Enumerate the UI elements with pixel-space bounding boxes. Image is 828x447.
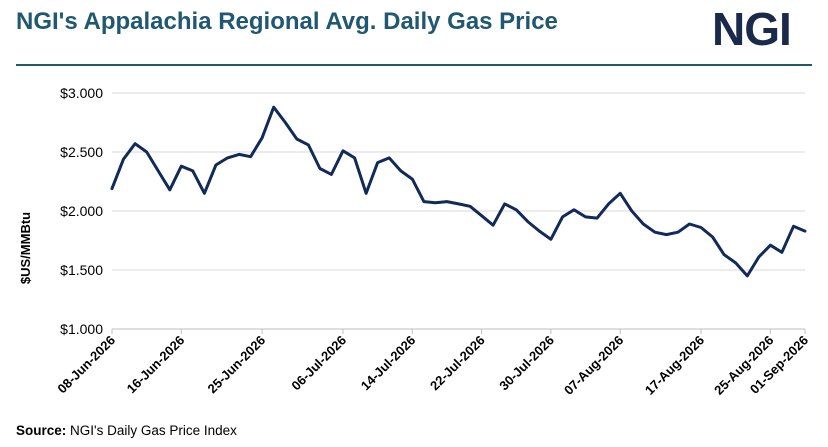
x-tick-label: 14-Jul-2026 (358, 333, 419, 394)
x-tick-label: 25-Jun-2026 (205, 333, 269, 397)
x-tick-label: 07-Aug-2026 (561, 333, 626, 398)
y-tick-label: $1.500 (60, 262, 103, 278)
x-tick-label: 17-Aug-2026 (642, 333, 707, 398)
ngi-logo: NGI (712, 3, 792, 55)
y-tick-label: $2.000 (60, 203, 103, 219)
x-tick-label: 30-Jul-2026 (496, 333, 557, 394)
series-line (110, 105, 807, 278)
x-tick-label: 16-Jun-2026 (124, 333, 188, 397)
gridlines (112, 92, 805, 330)
y-tick-label: $2.500 (60, 144, 103, 160)
source-note: Source: NGI's Daily Gas Price Index (16, 423, 237, 438)
y-axis-label: $US/MMBtu (18, 212, 33, 284)
chart-title: NGI's Appalachia Regional Avg. Daily Gas… (16, 8, 558, 35)
x-tick-label: 06-Jul-2026 (288, 333, 349, 394)
y-tick-label: $1.000 (60, 321, 103, 337)
x-tick-label: 08-Jun-2026 (54, 333, 118, 397)
source-label: Source: (16, 423, 67, 438)
line-chart: $1.000 $1.500 $2.000 $2.500 $3.000 08-Jun-20… (18, 85, 811, 398)
source-text: NGI's Daily Gas Price Index (66, 423, 237, 438)
y-axis-ticks: $1.000 $1.500 $2.000 $2.500 $3.000 (60, 85, 103, 337)
x-tick-label: 22-Jul-2026 (427, 333, 488, 394)
y-tick-label: $3.000 (60, 85, 103, 101)
header-divider (16, 64, 812, 66)
x-axis-ticks: 08-Jun-2026 16-Jun-2026 25-Jun-2026 06-Jul-… (54, 329, 811, 398)
